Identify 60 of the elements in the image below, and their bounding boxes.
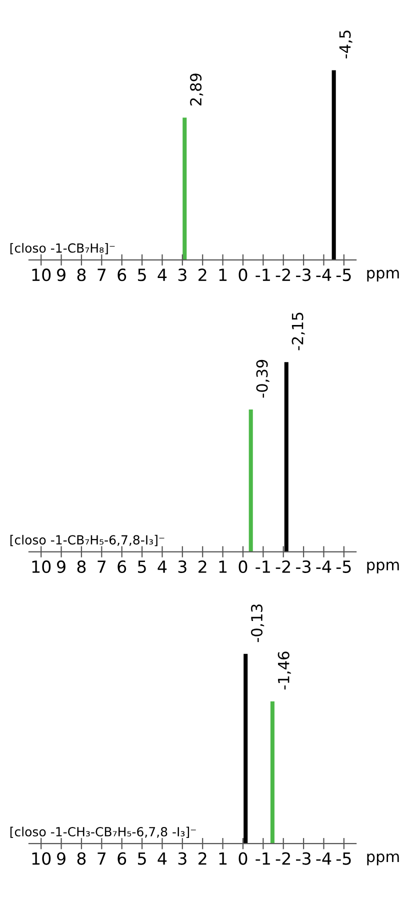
x-axis-title: ppm [367, 270, 399, 282]
x-tick-label: 8 [77, 560, 86, 573]
x-tick-label: 3 [178, 268, 186, 282]
x-axis-title: ppm [367, 853, 399, 866]
x-tick-label: 9 [57, 852, 66, 865]
x-tick-label: 3 [178, 852, 186, 865]
x-tick-label: 6 [118, 268, 126, 282]
x-tick-label: -5 [336, 852, 351, 865]
x-tick-label: 8 [77, 268, 86, 282]
x-tick-label: 1 [219, 852, 227, 865]
x-tick-label: 8 [77, 852, 86, 865]
text: [closo -1-CB₇H₅-6,7,8-I₃]⁻ [10, 534, 164, 546]
x-tick-label: 10 [32, 560, 51, 573]
x-tick-label: 6 [118, 852, 126, 865]
x-tick-label: -4 [316, 268, 332, 281]
x-tick-label: 10 [32, 268, 51, 282]
x-tick-label: 2 [198, 560, 206, 573]
x-tick-label: 1 [219, 560, 227, 573]
annotation: -1,46 [278, 652, 291, 690]
x-tick-label: 2 [198, 268, 206, 281]
x-tick-label: -1 [256, 560, 270, 573]
x-tick-label: 0 [238, 560, 248, 573]
x-tick-label: -4 [316, 852, 332, 865]
x-tick-label: -1 [256, 852, 270, 865]
x-tick-label: 9 [57, 560, 66, 573]
annotation: -0,39 [256, 360, 270, 398]
x-tick-label: 4 [158, 852, 167, 865]
x-tick-label: 7 [98, 560, 106, 573]
x-tick-label: -3 [296, 852, 311, 865]
x-tick-label: 7 [98, 852, 106, 865]
x-tick-label: -5 [336, 268, 351, 282]
x-tick-label: -2 [276, 560, 290, 573]
x-tick-label: 5 [138, 560, 146, 573]
x-tick-label: 5 [138, 268, 146, 282]
x-tick-label: -2 [276, 268, 290, 281]
text: [closo -1-CB₇H₈]⁻ [10, 243, 115, 254]
annotation: -0,13 [250, 604, 264, 642]
annotation: -2,15 [292, 312, 305, 350]
x-tick-label: 0 [238, 268, 248, 282]
x-tick-label: -1 [256, 268, 270, 281]
x-tick-label: -5 [336, 560, 351, 573]
x-tick-label: 0 [238, 852, 248, 865]
x-tick-label: 4 [158, 268, 167, 281]
annotation: 2,89 [190, 74, 204, 106]
x-tick-label: 5 [138, 852, 146, 865]
x-tick-label: -3 [296, 560, 311, 573]
x-tick-label: 6 [118, 560, 126, 573]
x-tick-label: 4 [158, 560, 167, 573]
x-tick-label: -4 [316, 560, 332, 573]
x-tick-label: 1 [219, 268, 227, 281]
x-tick-label: 7 [98, 268, 106, 281]
text: [closo -1-CH₃-CB₇H₅-6,7,8 -I₃]⁻ [10, 826, 196, 838]
x-tick-label: 10 [32, 852, 51, 865]
x-tick-label: -3 [296, 268, 311, 282]
annotation: -4,5 [339, 30, 352, 58]
x-axis-title: ppm [367, 562, 399, 574]
x-tick-label: 3 [178, 560, 186, 573]
x-tick-label: 2 [198, 852, 206, 865]
x-tick-label: -2 [276, 852, 290, 865]
x-tick-label: 9 [57, 268, 66, 282]
